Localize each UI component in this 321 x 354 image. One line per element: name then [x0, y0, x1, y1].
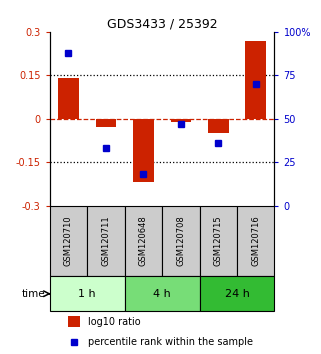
- Bar: [162, 206, 200, 276]
- Bar: [87, 206, 125, 276]
- Bar: [50, 276, 125, 312]
- Bar: [170, 119, 191, 121]
- Text: percentile rank within the sample: percentile rank within the sample: [88, 337, 253, 347]
- Bar: [133, 119, 154, 182]
- Text: GSM120715: GSM120715: [214, 216, 223, 266]
- Bar: [200, 206, 237, 276]
- Text: 4 h: 4 h: [153, 289, 171, 299]
- Bar: [50, 206, 87, 276]
- Text: time: time: [22, 289, 45, 299]
- Text: 24 h: 24 h: [225, 289, 249, 299]
- Bar: [125, 276, 200, 312]
- Title: GDS3433 / 25392: GDS3433 / 25392: [107, 18, 217, 31]
- Text: GSM120648: GSM120648: [139, 216, 148, 266]
- Bar: [125, 206, 162, 276]
- Bar: [68, 316, 80, 327]
- Text: GSM120708: GSM120708: [176, 216, 185, 266]
- Bar: [237, 206, 274, 276]
- Text: GSM120710: GSM120710: [64, 216, 73, 266]
- Text: 1 h: 1 h: [78, 289, 96, 299]
- Bar: [200, 276, 274, 312]
- Bar: [246, 41, 266, 119]
- Text: GSM120711: GSM120711: [101, 216, 110, 266]
- Bar: [58, 78, 79, 119]
- Text: log10 ratio: log10 ratio: [88, 316, 141, 326]
- Bar: [96, 119, 116, 127]
- Bar: [208, 119, 229, 133]
- Text: GSM120716: GSM120716: [251, 216, 260, 266]
